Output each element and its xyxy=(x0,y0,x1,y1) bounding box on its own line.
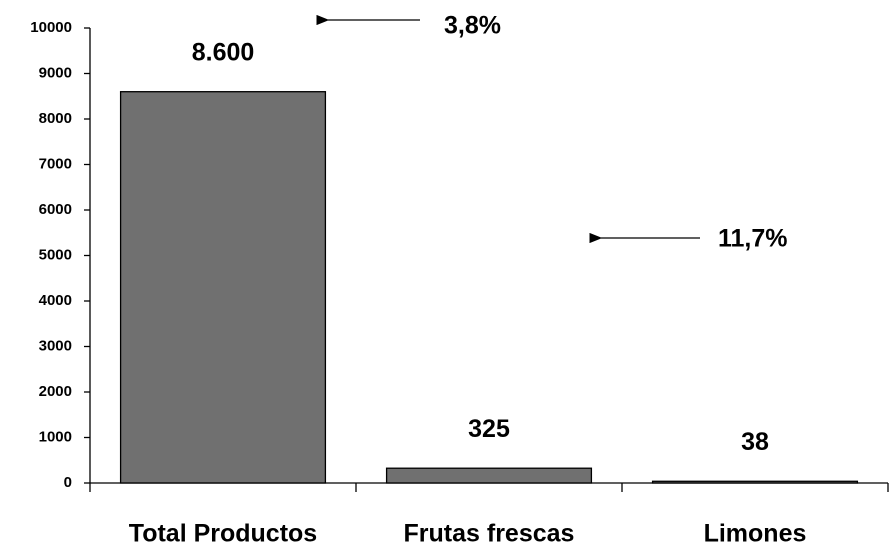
y-tick-label: 1000 xyxy=(39,428,72,445)
y-tick-label: 7000 xyxy=(39,155,72,172)
y-tick-label: 9000 xyxy=(39,64,72,81)
bar xyxy=(385,467,593,484)
x-tick-label: Limones xyxy=(704,520,807,548)
annotation: 11,7% xyxy=(718,225,788,253)
annotation: 3,8% xyxy=(444,12,501,40)
x-tick-label: Total Productos xyxy=(129,520,317,548)
y-tick-label: 4000 xyxy=(39,292,72,309)
y-tick-label: 6000 xyxy=(39,201,72,218)
bar xyxy=(119,91,327,484)
value-label: 38 xyxy=(741,428,769,456)
value-label: 8.600 xyxy=(192,38,255,66)
y-tick-label: 0 xyxy=(64,474,72,491)
y-tick-label: 3000 xyxy=(39,337,72,354)
bar xyxy=(651,480,859,484)
x-tick-label: Frutas frescas xyxy=(404,520,575,548)
value-label: 325 xyxy=(468,415,510,443)
y-tick-label: 2000 xyxy=(39,383,72,400)
y-tick-label: 8000 xyxy=(39,110,72,127)
y-tick-label: 5000 xyxy=(39,246,72,263)
y-tick-label: 10000 xyxy=(30,19,72,36)
